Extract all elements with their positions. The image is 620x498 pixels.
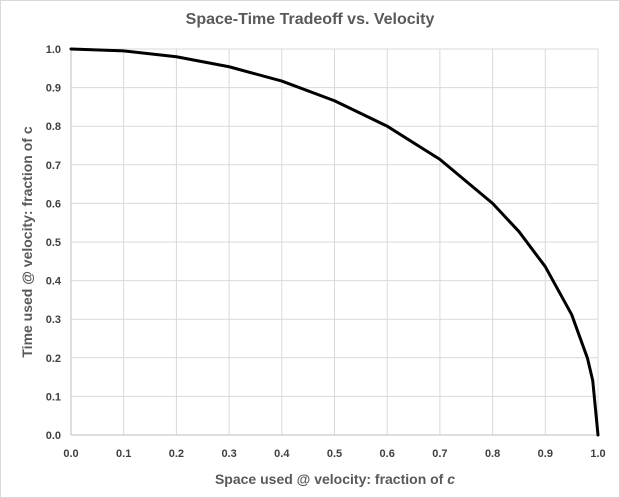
y-tick-label: 0.7 (46, 160, 61, 172)
x-axis-label-variable: c (447, 471, 456, 487)
x-axis-label: Space used @ velocity: fraction of c (71, 471, 599, 487)
x-axis-label-text: Space used @ velocity: fraction of (214, 471, 444, 487)
y-tick-label: 0.6 (46, 198, 61, 210)
y-tick-label: 0.1 (46, 391, 61, 403)
x-tick-label: 0.0 (63, 448, 78, 460)
y-tick-label: 0.4 (46, 276, 62, 288)
y-tick-label: 0.0 (46, 430, 61, 442)
y-tick-label: 0.5 (46, 237, 61, 249)
x-tick-label: 0.7 (432, 448, 447, 460)
y-tick-label: 0.8 (46, 121, 61, 133)
y-tick-label: 0.9 (46, 83, 61, 95)
x-tick-label: 0.5 (327, 448, 342, 460)
x-tick-label: 0.4 (274, 448, 290, 460)
y-tick-label: 0.3 (46, 314, 61, 326)
y-tick-label: 0.2 (46, 353, 61, 365)
x-tick-label: 0.9 (538, 448, 553, 460)
tick-labels: 0.0 0.1 0.2 0.3 0.4 0.5 0.6 0.7 0.8 0.9 1.0 0.0 0.1 0… (46, 44, 606, 460)
series-line (69, 47, 600, 437)
x-tick-label: 0.3 (221, 448, 236, 460)
x-tick-label: 0.1 (116, 448, 131, 460)
grid-lines (70, 48, 599, 436)
x-tick-label: 1.0 (590, 448, 605, 460)
x-tick-label: 0.6 (380, 448, 395, 460)
series-layer (69, 47, 600, 437)
x-tick-label: 0.8 (485, 448, 500, 460)
x-tick-label: 0.2 (169, 448, 184, 460)
axes (70, 49, 598, 436)
y-axis-label: Time used @ velocity: fraction of c (19, 126, 35, 358)
chart-title: Space-Time Tradeoff vs. Velocity (185, 11, 435, 28)
y-tick-label: 1.0 (46, 44, 61, 56)
